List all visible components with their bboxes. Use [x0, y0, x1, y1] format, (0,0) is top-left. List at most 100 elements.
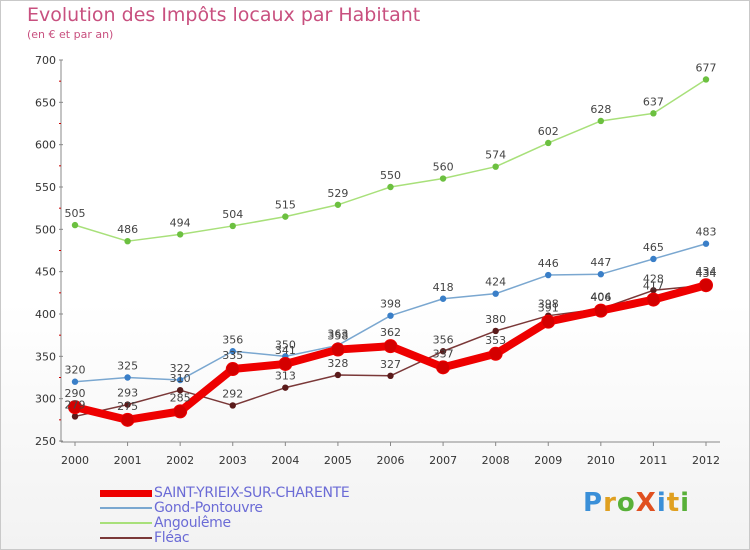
data-point [597, 117, 605, 125]
data-label: 434 [696, 265, 717, 278]
x-tick-label: 2009 [534, 454, 562, 467]
data-point [702, 76, 710, 83]
data-label: 446 [538, 257, 559, 270]
y-tick-label: 350 [35, 350, 56, 363]
data-label: 550 [380, 169, 401, 182]
data-label: 380 [485, 313, 506, 326]
data-point [387, 183, 394, 191]
legend-swatch [100, 489, 152, 497]
y-axis-ticks: 250 300 350 400 450 500 550 600 650 700 [35, 54, 63, 448]
x-tick-label: 2012 [692, 454, 720, 467]
data-label: 515 [275, 199, 296, 212]
data-point [646, 292, 661, 307]
x-tick-label: 2005 [324, 454, 352, 467]
data-point [597, 271, 605, 278]
data-label: 325 [117, 360, 138, 373]
data-label: 417 [643, 280, 664, 293]
data-point [492, 163, 499, 170]
legend-item-fleac: Fléac [100, 530, 400, 546]
data-label: 328 [327, 357, 348, 370]
data-label: 335 [222, 349, 243, 362]
data-label: 322 [170, 362, 191, 375]
data-point [278, 356, 293, 371]
data-point [176, 376, 184, 384]
data-point [282, 213, 289, 220]
logo-letter: i [656, 488, 667, 518]
legend-swatch [100, 507, 152, 509]
data-label: 292 [222, 387, 243, 400]
data-label: 363 [327, 327, 348, 340]
logo-letter: X [635, 488, 657, 518]
data-label: 529 [327, 187, 348, 200]
legend-item-gond-pontouvre: Gond-Pontouvre [100, 500, 400, 516]
data-point [439, 348, 447, 355]
data-point [229, 222, 236, 230]
data-label: 628 [590, 103, 611, 116]
legend-label: Gond-Pontouvre [154, 500, 263, 516]
data-label: 428 [643, 272, 664, 285]
data-point [492, 327, 499, 335]
data-point [120, 412, 135, 427]
data-point [699, 278, 713, 293]
data-point [68, 400, 82, 415]
data-label: 398 [380, 298, 401, 311]
data-label: 356 [433, 333, 454, 346]
legend-swatch [100, 522, 152, 524]
data-label: 290 [65, 387, 86, 400]
data-point [545, 139, 552, 147]
data-label: 398 [538, 298, 559, 311]
legend-swatch [100, 537, 152, 539]
legend-label: Angoulême [154, 515, 231, 531]
x-tick-label: 2002 [166, 454, 194, 467]
legend-item-angouleme: Angoulême [100, 515, 400, 531]
x-tick-label: 2010 [587, 454, 615, 467]
y-tick-label: 650 [35, 96, 56, 109]
data-point [650, 110, 657, 117]
data-point [334, 371, 342, 379]
x-tick-label: 2000 [61, 454, 89, 467]
legend-label: Fléac [154, 530, 190, 546]
data-label: 574 [485, 149, 506, 162]
data-point [492, 290, 499, 297]
data-point [436, 360, 451, 375]
x-tick-label: 2001 [114, 454, 142, 467]
logo-letter: i [680, 488, 691, 518]
data-point [173, 404, 188, 419]
legend-label: SAINT-YRIEIX-SUR-CHARENTE [154, 485, 350, 501]
data-label: 404 [590, 291, 611, 304]
data-label: 285 [170, 391, 191, 404]
data-label: 358 [327, 330, 348, 343]
data-label: 327 [380, 358, 401, 371]
logo-letter: r [603, 488, 617, 518]
y-tick-label: 250 [35, 435, 56, 448]
data-label: 486 [117, 223, 138, 236]
x-tick-label: 2004 [271, 454, 299, 467]
data-label: 483 [696, 226, 717, 239]
x-tick-label: 2003 [219, 454, 247, 467]
chart-subtitle: (en € et par an) [27, 28, 114, 41]
x-tick-label: 2007 [429, 454, 457, 467]
data-point [229, 402, 236, 409]
data-point [330, 342, 345, 357]
data-label: 279 [65, 398, 86, 411]
y-tick-label: 600 [35, 139, 56, 152]
x-tick-label: 2006 [377, 454, 405, 467]
y-tick-label: 300 [35, 393, 56, 406]
data-point [650, 287, 657, 294]
data-point [71, 378, 79, 385]
data-point [225, 362, 240, 377]
data-label: 494 [170, 216, 191, 229]
data-label: 637 [643, 95, 664, 108]
data-label: 320 [65, 364, 86, 377]
data-label: 560 [433, 161, 454, 174]
data-label: 602 [538, 125, 559, 138]
data-point [650, 255, 657, 263]
data-point [383, 339, 398, 354]
data-label: 313 [275, 370, 296, 383]
data-label: 434 [696, 267, 717, 280]
data-label: 350 [275, 338, 296, 351]
data-label: 505 [65, 207, 86, 220]
data-point [541, 314, 556, 329]
legend-item-saint-yrieix: SAINT-YRIEIX-SUR-CHARENTE [100, 485, 400, 501]
